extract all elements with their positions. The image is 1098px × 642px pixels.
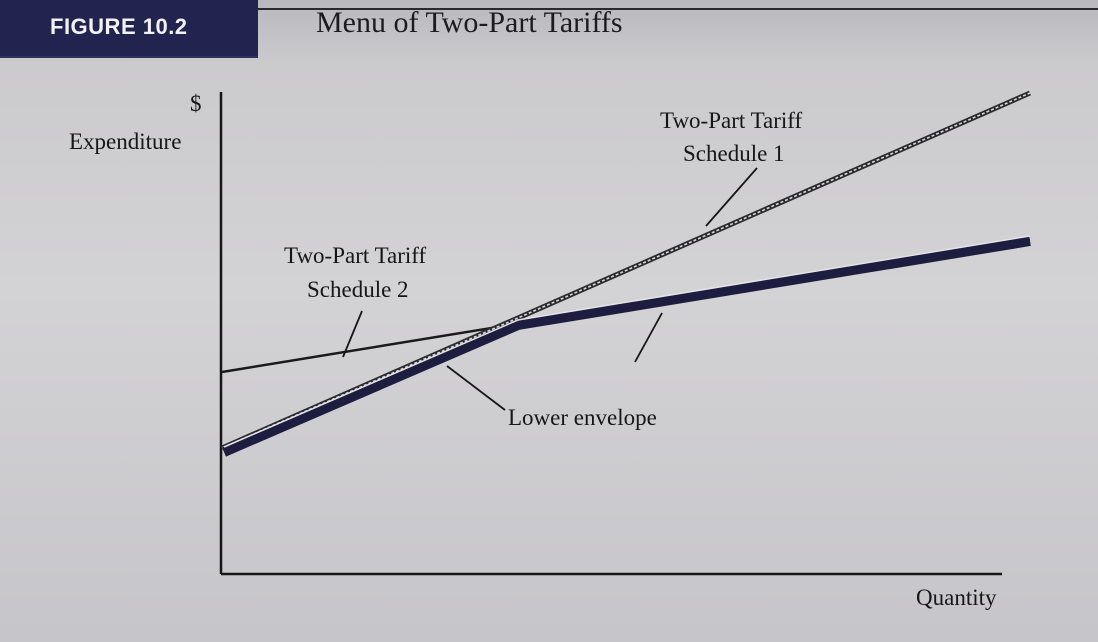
figure-number: FIGURE 10.2 [50,14,188,39]
lower-envelope-highlight [223,235,1031,448]
schedule-2-label-line1: Two-Part Tariff [284,243,427,268]
schedule-1-pointer [705,167,758,227]
schedule-1-label-line1: Two-Part Tariff [660,108,803,133]
envelope-pointer-left [446,365,506,411]
header-rule [258,8,1098,10]
schedule-1-label-line2: Schedule 1 [683,141,785,166]
x-axis-label: Quantity [916,585,997,610]
y-axis-unit: $ [190,91,202,116]
figure-title: Menu of Two-Part Tariffs [316,6,623,39]
schedule-2-pointer [342,310,363,358]
schedule-1-hatch [221,92,1031,449]
schedule-2-label-line2: Schedule 2 [307,277,409,302]
envelope-pointer-right [634,312,663,363]
figure-label: FIGURE 10.2 [0,0,258,56]
y-axis-label: Expenditure [69,129,181,154]
lower-envelope-label: Lower envelope [508,405,657,430]
lower-envelope-line [222,236,1031,457]
